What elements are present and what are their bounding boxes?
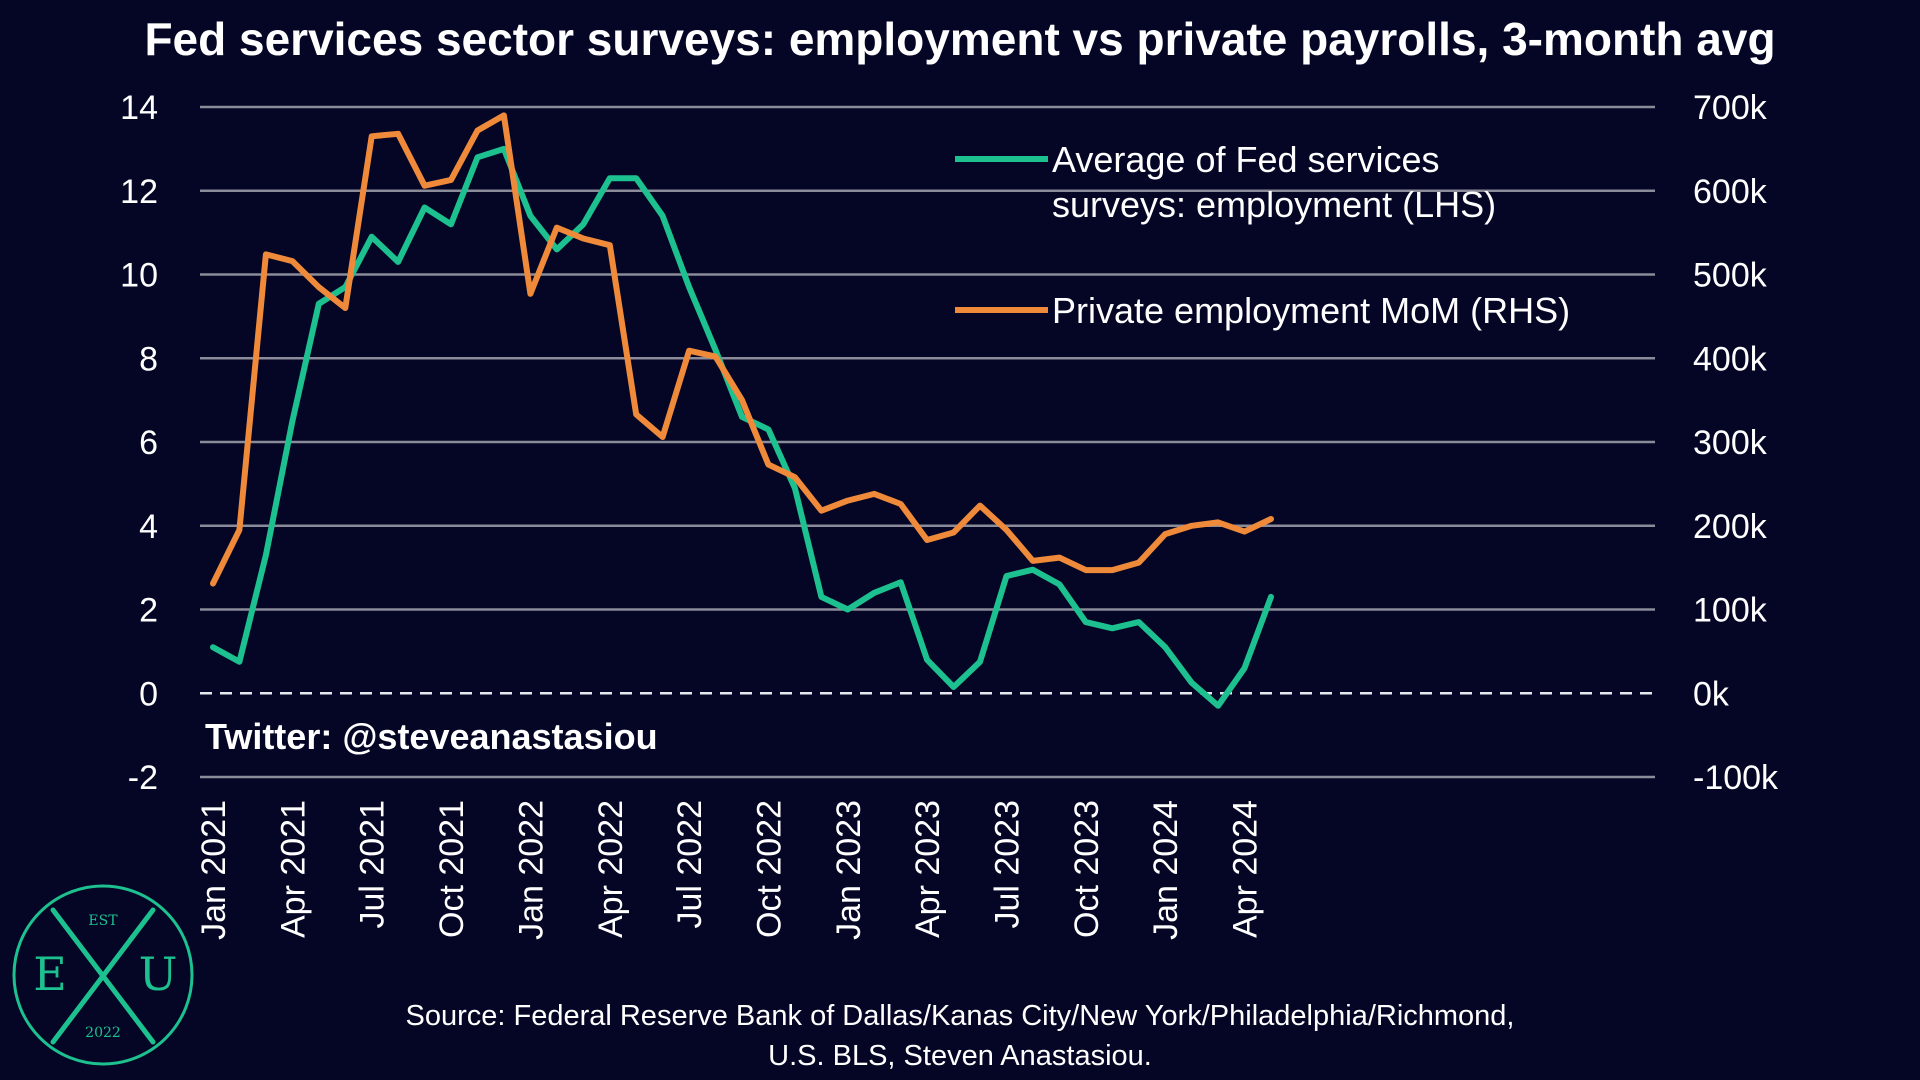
x-tick-label: Apr 2023 [909, 800, 947, 938]
series-private-payrolls-line [210, 112, 1274, 587]
left-tick-label: 10 [120, 257, 158, 295]
left-tick-label: 14 [120, 89, 158, 127]
twitter-handle: Twitter: @steveanastasiou [205, 716, 658, 757]
source-line-1: Source: Federal Reserve Bank of Dallas/K… [405, 1000, 1514, 1032]
x-tick-label: Oct 2021 [433, 800, 471, 938]
legend-label-services-line2: surveys: employment (LHS) [1052, 184, 1496, 225]
legend-label-payrolls: Private employment MoM (RHS) [1052, 290, 1570, 331]
x-tick-label: Jan 2023 [830, 800, 868, 940]
x-tick-label: Apr 2024 [1227, 800, 1265, 938]
logo-letter-u: U [139, 947, 178, 1001]
grid-lines [200, 105, 1655, 779]
left-tick-label: 4 [139, 508, 158, 546]
x-tick-label: Apr 2022 [592, 800, 630, 938]
series-layer [210, 112, 1274, 709]
right-tick-label: -100k [1693, 759, 1779, 797]
left-tick-label: 12 [120, 173, 158, 211]
x-axis: Jan 2021 Apr 2021 Jul 2021 Oct 2021 Jan 2022… [195, 800, 1265, 940]
x-tick-label: Oct 2022 [750, 800, 788, 938]
x-tick-label: Jan 2021 [195, 800, 233, 940]
right-tick-label: 300k [1693, 424, 1768, 462]
x-tick-label: Jan 2022 [512, 800, 550, 940]
left-tick-label: -2 [128, 759, 158, 797]
x-tick-label: Jan 2024 [1147, 800, 1185, 940]
logo-est: EST [88, 913, 118, 929]
logo-year: 2022 [85, 1025, 121, 1041]
logo-cross-stroke-2 [50, 907, 156, 1045]
x-tick-label: Jul 2023 [989, 800, 1027, 929]
series-services-employment-line [210, 145, 1274, 709]
chart-title: Fed services sector surveys: employment … [144, 13, 1775, 65]
legend-label-services-line1: Average of Fed services [1052, 139, 1440, 180]
logo-ring [12, 884, 194, 1066]
right-tick-label: 0k [1693, 675, 1730, 713]
x-tick-label: Oct 2023 [1068, 800, 1106, 938]
left-tick-label: 0 [139, 675, 158, 713]
right-tick-label: 700k [1693, 89, 1768, 127]
x-tick-label: Apr 2021 [274, 800, 312, 938]
left-tick-label: 6 [139, 424, 158, 462]
exu-logo-icon: EST E U 2022 [12, 884, 194, 1066]
left-tick-label: 2 [139, 592, 158, 630]
right-tick-label: 600k [1693, 173, 1768, 211]
x-tick-label: Jul 2021 [354, 800, 392, 929]
source-line-2: U.S. BLS, Steven Anastasiou. [768, 1040, 1152, 1072]
legend: Average of Fed services surveys: employm… [955, 139, 1570, 331]
right-tick-label: 400k [1693, 340, 1768, 378]
left-tick-label: 8 [139, 340, 158, 378]
logo-letter-e: E [33, 947, 67, 1001]
right-tick-label: 100k [1693, 592, 1768, 630]
right-axis: 700k 600k 500k 400k 300k 200k 100k 0k -100k [1693, 89, 1779, 797]
right-tick-label: 500k [1693, 257, 1768, 295]
x-tick-label: Jul 2022 [671, 800, 709, 929]
right-tick-label: 200k [1693, 508, 1768, 546]
left-axis: 14 12 10 8 6 4 2 0 -2 [120, 89, 158, 797]
